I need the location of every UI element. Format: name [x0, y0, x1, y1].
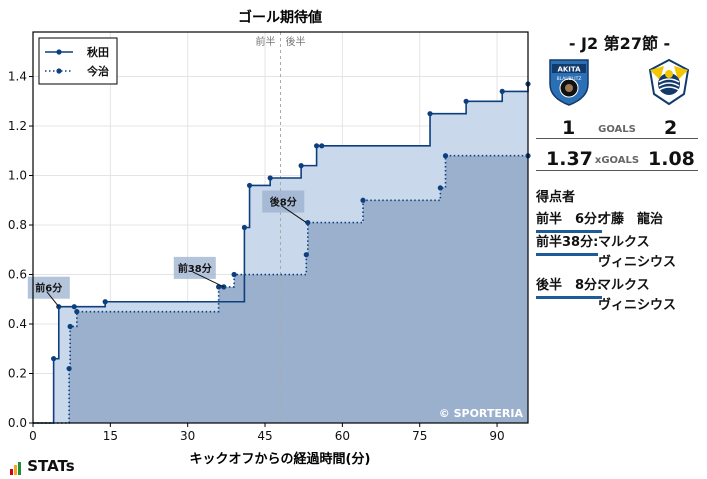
y-tick-label: 1.0 [8, 169, 27, 183]
xg-label: xGOALS [594, 155, 640, 166]
data-point [71, 304, 77, 310]
goal-scorer: マルクス ヴィニシウス [598, 235, 677, 270]
xg-row: 1.37 xGOALS 1.08 [536, 148, 698, 174]
away-xg: 1.08 [648, 148, 695, 170]
data-point [442, 153, 449, 159]
goal-annotation-label: 前6分 [35, 282, 62, 295]
legend-marker [56, 49, 62, 55]
away-crest [646, 58, 692, 106]
home-crest-text: AKITA [557, 66, 581, 74]
data-point [427, 111, 433, 117]
data-point [231, 271, 237, 278]
x-tick-label: 45 [257, 429, 272, 443]
divider [536, 170, 698, 171]
y-tick-label: 0.4 [8, 317, 27, 331]
home-crest: AKITA BLAUBLITZ [546, 58, 592, 106]
y-tick-label: 0.8 [8, 218, 27, 232]
data-point [319, 143, 325, 149]
scorer-row: 前半38分: マルクス ヴィニシウス [536, 233, 676, 270]
scorers-title: 得点者 [536, 190, 576, 205]
scorer-row: 前半 6分: 才藤 龍治 [536, 210, 663, 233]
data-point [216, 284, 222, 290]
goal-annotation-label: 前38分 [178, 262, 212, 275]
away-goals: 2 [664, 117, 678, 139]
goal-time: 前半38分: [536, 233, 599, 256]
data-point [463, 98, 469, 104]
watermark: © SPORTERIA [439, 407, 524, 420]
data-point [102, 299, 108, 305]
goal-time: 前半 6分: [536, 210, 603, 233]
home-goals: 1 [562, 117, 576, 139]
scorer-row: 後半 8分: マルクス ヴィニシウス [536, 276, 676, 313]
halftime-label-first: 前半 [256, 35, 276, 48]
goal-scorer: 才藤 龍治 [598, 212, 664, 227]
legend-label: 秋田 [87, 45, 109, 59]
data-point [51, 356, 57, 362]
home-xg: 1.37 [546, 148, 593, 170]
home-crest-sub: BLAUBLITZ [557, 76, 582, 82]
x-tick-label: 0 [29, 429, 37, 443]
data-point [67, 323, 73, 330]
goals-label: GOALS [598, 124, 636, 135]
goal-annotation-leader [192, 271, 224, 288]
y-tick-label: 1.2 [8, 119, 27, 133]
goal-annotation-box [262, 190, 305, 213]
halftime-label-second: 後半 [286, 35, 306, 48]
data-point [298, 163, 304, 169]
y-tick-label: 0.6 [8, 268, 27, 282]
data-point [437, 185, 443, 191]
legend-marker [56, 68, 62, 74]
goal-annotation-leader [46, 291, 60, 308]
plot-frame [32, 31, 529, 424]
data-point [66, 365, 72, 372]
match-round: - J2 第27節 - [568, 34, 671, 53]
x-tick-label: 15 [103, 429, 118, 443]
data-point [74, 309, 80, 315]
data-point [241, 224, 248, 231]
logo-text: STATs [27, 457, 75, 475]
stats-logo: STATs [10, 457, 75, 475]
x-tick-label: 30 [180, 429, 195, 443]
legend-box [38, 37, 118, 85]
x-tick-label: 60 [335, 429, 350, 443]
goal-scorer: マルクス ヴィニシウス [598, 278, 677, 313]
data-point [360, 197, 366, 203]
y-tick-label: 0.0 [8, 416, 27, 430]
goal-annotation-leader [281, 205, 307, 223]
bars-icon [10, 457, 22, 475]
data-point [305, 219, 311, 226]
x-tick-label: 75 [412, 429, 427, 443]
series-fill-1 [33, 155, 528, 423]
goal-annotation-box [173, 256, 216, 279]
data-point [246, 182, 253, 189]
y-tick-label: 1.4 [8, 70, 27, 84]
legend-label: 今治 [86, 64, 109, 78]
match-panel: - J2 第27節 - AKITA BLAUBLITZ 1 GOALS 2 1.… [532, 0, 707, 479]
data-point [267, 175, 273, 181]
goal-annotation-box [27, 276, 70, 299]
x-tick-label: 90 [489, 429, 504, 443]
y-tick-label: 0.2 [8, 367, 27, 381]
chart-title: ゴール期待値 [238, 9, 322, 26]
x-axis-label: キックオフからの経過時間(分) [190, 451, 371, 467]
data-point [303, 252, 309, 258]
goal-time: 後半 8分: [536, 276, 603, 299]
goal-annotation-label: 後8分 [270, 196, 297, 209]
data-point [499, 88, 505, 94]
divider [536, 138, 698, 139]
data-point [313, 143, 320, 149]
goals-row: 1 GOALS 2 [536, 117, 698, 143]
